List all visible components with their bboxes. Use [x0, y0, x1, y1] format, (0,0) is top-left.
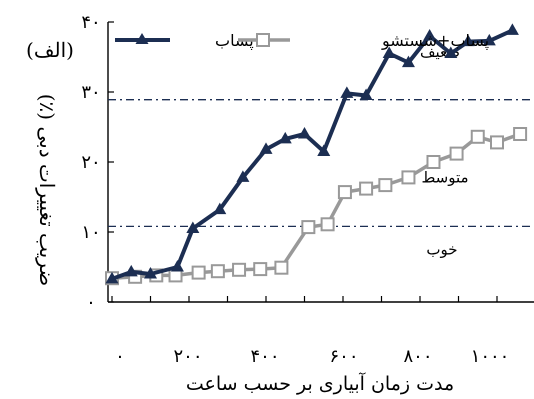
- point-effluent-flushing-15: [426, 155, 441, 169]
- legend-marker-effluent-flushing: [256, 33, 270, 47]
- legend-label-effluent: پساب: [215, 31, 254, 51]
- x-tick-label-1: ۲۰۰: [173, 346, 202, 367]
- x-axis-title: مدت زمان آبیاری بر حسب ساعت: [186, 371, 454, 395]
- point-effluent-flushing-6: [232, 262, 247, 277]
- series-line-effluent: [111, 28, 514, 281]
- point-effluent-4: [186, 221, 200, 233]
- point-effluent-flushing-19: [513, 127, 528, 141]
- point-effluent-flushing-17: [470, 129, 485, 144]
- legend-marker-effluent: [135, 33, 149, 44]
- point-effluent-6: [236, 170, 250, 182]
- y-tick-label-2: ۲۰: [81, 152, 100, 173]
- zone-label-medium: متوسط: [421, 168, 468, 186]
- x-tick-label-4: ۸۰۰: [403, 346, 432, 367]
- point-effluent-flushing-7: [253, 262, 268, 277]
- x-tick-label-2: ۴۰۰: [250, 346, 279, 367]
- point-effluent-3: [170, 260, 184, 272]
- point-effluent-12: [359, 88, 373, 100]
- point-effluent-14: [401, 55, 415, 68]
- point-effluent-7: [259, 142, 273, 154]
- legend-item-effluent: پساب: [115, 31, 254, 51]
- point-effluent-0: [105, 271, 119, 284]
- point-effluent-flushing-13: [378, 178, 393, 193]
- point-effluent-flushing-8: [274, 260, 289, 275]
- point-effluent-17: [461, 34, 475, 47]
- point-effluent-19: [505, 23, 519, 35]
- point-effluent-flushing-9: [301, 220, 316, 235]
- point-effluent-flushing-11: [337, 185, 352, 200]
- point-effluent-15: [423, 29, 437, 41]
- point-effluent-5: [213, 202, 227, 215]
- point-effluent-11: [340, 86, 354, 98]
- legend-item-effluent-flushing: پساب+شستشو: [238, 31, 489, 51]
- point-effluent-flushing-14: [401, 170, 416, 185]
- y-axis-title: ضریب تغییرات دبی (٪): [35, 94, 59, 287]
- point-effluent-flushing-12: [359, 181, 374, 196]
- x-tick-label-3: ۶۰۰: [329, 346, 358, 367]
- point-effluent-10: [317, 144, 331, 156]
- x-tick-label-5: ۱۰۰۰: [471, 346, 510, 367]
- point-effluent-8: [278, 131, 292, 144]
- point-effluent-13: [382, 46, 396, 58]
- point-effluent-flushing-5: [210, 264, 225, 279]
- y-tick-label-0: ۰: [86, 292, 96, 313]
- point-effluent-9: [298, 127, 311, 139]
- point-effluent-16: [444, 46, 458, 58]
- y-tick-label-3: ۳۰: [81, 82, 100, 103]
- x-tick-label-0: ۰: [115, 346, 125, 367]
- point-effluent-flushing-16: [449, 146, 464, 161]
- zone-label-good: خوب: [426, 241, 457, 259]
- point-effluent-flushing-10: [320, 217, 335, 232]
- y-axis-unit: (الف): [26, 38, 74, 62]
- point-effluent-18: [482, 33, 496, 46]
- legend-label-effluent-flushing: پساب+شستشو: [381, 31, 489, 51]
- point-effluent-flushing-18: [490, 135, 504, 150]
- point-effluent-2: [144, 267, 157, 279]
- point-effluent-1: [124, 264, 138, 277]
- legend: پساب پساب+شستشو: [115, 31, 489, 51]
- y-tick-label-1: ۱۰: [81, 222, 100, 243]
- y-tick-label-4: ۴۰: [81, 12, 100, 33]
- point-effluent-flushing-4: [191, 265, 206, 280]
